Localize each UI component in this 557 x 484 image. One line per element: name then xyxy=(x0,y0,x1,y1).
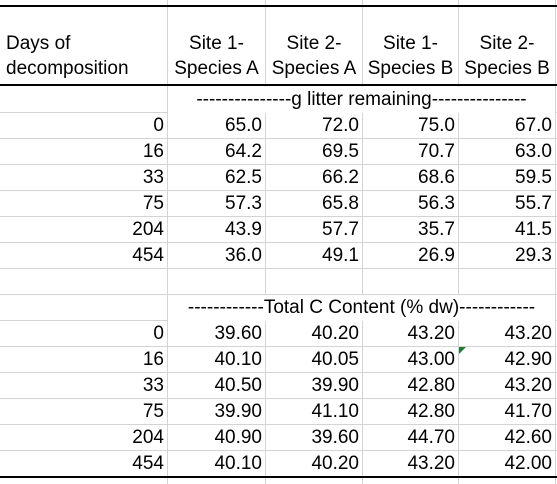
value-cell[interactable]: 57.7 xyxy=(322,219,359,240)
value-cell[interactable]: 62.5 xyxy=(225,167,262,188)
header-top-border xyxy=(0,5,557,7)
column-header-line1[interactable]: Site 2- xyxy=(286,33,342,54)
day-cell[interactable]: 33 xyxy=(142,167,164,188)
value-cell[interactable]: 75.0 xyxy=(418,115,455,136)
gridline xyxy=(0,372,557,373)
day-cell[interactable]: 204 xyxy=(132,427,164,448)
value-cell[interactable]: 35.7 xyxy=(418,219,455,240)
days-header-line1[interactable]: Days of xyxy=(6,33,71,54)
value-cell[interactable]: 43.20 xyxy=(504,375,552,396)
day-cell[interactable]: 454 xyxy=(132,453,164,474)
value-cell[interactable]: 70.7 xyxy=(418,141,455,162)
days-header-line2[interactable]: decomposition xyxy=(6,58,129,79)
gridline xyxy=(0,164,557,165)
value-cell[interactable]: 66.2 xyxy=(322,167,359,188)
value-cell[interactable]: 43.20 xyxy=(407,453,455,474)
value-cell[interactable]: 39.90 xyxy=(214,401,262,422)
gridline xyxy=(0,294,557,295)
section-title-carbon[interactable]: ------------Total C Content (% dw)------… xyxy=(168,295,555,321)
value-cell[interactable]: 42.80 xyxy=(407,401,455,422)
column-header-line1[interactable]: Site 2- xyxy=(479,33,535,54)
value-cell[interactable]: 40.10 xyxy=(214,453,262,474)
value-cell[interactable]: 39.60 xyxy=(311,427,359,448)
column-header-line2[interactable]: Species B xyxy=(464,58,550,79)
value-cell[interactable]: 39.90 xyxy=(311,375,359,396)
value-cell[interactable]: 56.3 xyxy=(418,193,455,214)
value-cell[interactable]: 40.90 xyxy=(214,427,262,448)
day-cell[interactable]: 33 xyxy=(142,375,164,396)
value-cell[interactable]: 29.3 xyxy=(515,245,552,266)
value-cell[interactable]: 65.0 xyxy=(225,115,262,136)
value-cell[interactable]: 72.0 xyxy=(322,115,359,136)
header-bottom-border xyxy=(0,84,557,86)
day-cell[interactable]: 204 xyxy=(132,219,164,240)
day-cell[interactable]: 75 xyxy=(142,193,164,214)
value-cell[interactable]: 64.2 xyxy=(225,141,262,162)
value-cell[interactable]: 59.5 xyxy=(515,167,552,188)
value-cell[interactable]: 40.20 xyxy=(311,323,359,344)
value-cell[interactable]: 57.3 xyxy=(225,193,262,214)
gridline xyxy=(0,450,557,451)
gridline xyxy=(0,242,557,243)
value-cell[interactable]: 40.05 xyxy=(311,349,359,370)
column-header-line1[interactable]: Site 1- xyxy=(383,33,438,54)
gridline xyxy=(0,268,557,269)
value-cell[interactable]: 44.70 xyxy=(407,427,455,448)
value-cell[interactable]: 43.9 xyxy=(225,219,262,240)
column-header-line2[interactable]: Species A xyxy=(174,58,259,79)
day-cell[interactable]: 16 xyxy=(142,349,164,370)
comment-indicator-icon[interactable] xyxy=(459,347,466,354)
section-title-litter[interactable]: ---------------g litter remaining-------… xyxy=(168,87,555,113)
value-cell[interactable]: 26.9 xyxy=(418,245,455,266)
value-cell[interactable]: 40.20 xyxy=(311,453,359,474)
table-bottom-border xyxy=(0,476,557,478)
value-cell[interactable]: 43.20 xyxy=(504,323,552,344)
gridline xyxy=(0,190,557,191)
value-cell[interactable]: 41.10 xyxy=(311,401,359,422)
value-cell[interactable]: 43.00 xyxy=(407,349,455,370)
value-cell[interactable]: 69.5 xyxy=(322,141,359,162)
day-cell[interactable]: 16 xyxy=(142,141,164,162)
value-cell[interactable]: 67.0 xyxy=(515,115,552,136)
value-cell[interactable]: 41.5 xyxy=(515,219,552,240)
gridline xyxy=(0,398,557,399)
value-cell[interactable]: 68.6 xyxy=(418,167,455,188)
gridline xyxy=(0,424,557,425)
gridline xyxy=(0,216,557,217)
gridline xyxy=(0,138,557,139)
value-cell[interactable]: 49.1 xyxy=(322,245,359,266)
day-cell[interactable]: 454 xyxy=(132,245,164,266)
value-cell[interactable]: 63.0 xyxy=(515,141,552,162)
value-cell[interactable]: 55.7 xyxy=(515,193,552,214)
column-header-line2[interactable]: Species A xyxy=(271,58,357,79)
value-cell[interactable]: 42.00 xyxy=(504,453,552,474)
value-cell[interactable]: 42.90 xyxy=(504,349,552,370)
value-cell[interactable]: 42.80 xyxy=(407,375,455,396)
day-cell[interactable]: 0 xyxy=(153,323,164,344)
gridline xyxy=(0,346,557,347)
value-cell[interactable]: 36.0 xyxy=(225,245,262,266)
value-cell[interactable]: 42.60 xyxy=(504,427,552,448)
value-cell[interactable]: 65.8 xyxy=(322,193,359,214)
value-cell[interactable]: 43.20 xyxy=(407,323,455,344)
column-header-line2[interactable]: Species B xyxy=(367,58,454,79)
value-cell[interactable]: 39.60 xyxy=(214,323,262,344)
value-cell[interactable]: 40.10 xyxy=(214,349,262,370)
value-cell[interactable]: 41.70 xyxy=(504,401,552,422)
value-cell[interactable]: 40.50 xyxy=(214,375,262,396)
column-header-line1[interactable]: Site 1- xyxy=(189,33,244,54)
day-cell[interactable]: 0 xyxy=(153,115,164,136)
day-cell[interactable]: 75 xyxy=(142,401,164,422)
